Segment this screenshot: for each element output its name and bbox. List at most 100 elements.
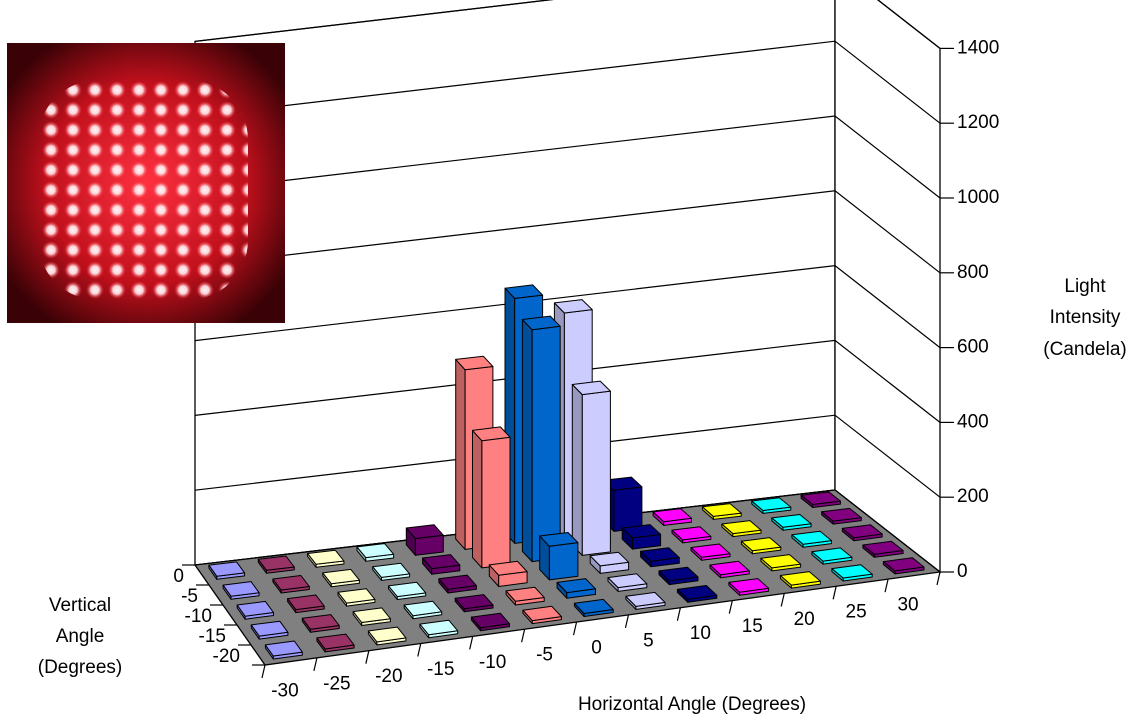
bar	[791, 530, 832, 548]
bar-top	[862, 540, 904, 555]
bar-top	[455, 355, 494, 371]
bar-top	[571, 380, 611, 396]
x-tick	[780, 593, 785, 607]
bar-side	[521, 319, 533, 563]
z-axis-title: Light	[1064, 276, 1106, 297]
bar-top	[760, 554, 802, 569]
bar	[831, 564, 873, 582]
grid-line	[194, 40, 941, 124]
bar-top	[272, 575, 310, 591]
bar-top	[236, 600, 274, 617]
bar-top	[488, 560, 528, 576]
z-tick-label: 400	[957, 411, 989, 432]
z-tick-label: 800	[957, 262, 989, 283]
bar	[322, 568, 360, 588]
bar	[862, 540, 904, 558]
bar-top	[522, 605, 562, 622]
x-tick	[624, 614, 630, 629]
bar	[589, 551, 630, 574]
bar	[419, 619, 459, 639]
bar	[882, 557, 925, 575]
bar	[521, 315, 561, 563]
bar-top	[372, 562, 411, 578]
grid-line	[194, 414, 941, 498]
bar-top	[250, 620, 289, 637]
bar-front	[581, 390, 611, 556]
bar	[488, 560, 528, 587]
z-tick-label: 200	[957, 486, 989, 507]
bar-top	[652, 508, 692, 523]
bar-top	[352, 607, 391, 623]
bar	[728, 578, 770, 596]
x-tick	[261, 664, 266, 679]
bar	[760, 554, 802, 572]
bar	[701, 503, 742, 520]
bar-side	[571, 384, 583, 556]
z-tick-label: 0	[957, 561, 968, 582]
x-tick	[313, 657, 318, 671]
x-tick	[469, 636, 474, 650]
inset-photo	[7, 43, 285, 323]
bar	[287, 594, 325, 614]
bar	[573, 598, 614, 617]
bar	[771, 514, 812, 531]
y-axis-title: Angle	[56, 626, 105, 647]
bar-top	[264, 640, 303, 657]
bar	[264, 640, 303, 660]
bar-top	[740, 537, 782, 552]
bar-top	[419, 619, 459, 636]
bar-top	[422, 554, 461, 570]
bar-top	[388, 581, 427, 598]
z-tick-label: 600	[957, 337, 989, 358]
bar-top	[257, 555, 295, 571]
x-tick	[417, 643, 422, 657]
bar-top	[556, 578, 596, 594]
x-tick-label: 30	[897, 595, 918, 616]
bar	[470, 612, 510, 632]
bar	[405, 524, 444, 556]
bar	[821, 507, 862, 525]
x-tick	[676, 607, 681, 621]
bar-top	[676, 585, 718, 600]
z-tick-label: 1400	[957, 37, 999, 58]
bar-front	[531, 325, 561, 563]
bar	[556, 578, 596, 599]
x-tick	[728, 600, 733, 614]
x-tick-label: 0	[591, 638, 602, 659]
bar	[740, 537, 782, 555]
bar-top	[621, 524, 662, 539]
bar	[367, 626, 407, 646]
x-tick-label: 20	[794, 609, 815, 630]
bar-top	[367, 626, 407, 643]
bar-top	[539, 532, 579, 547]
bar-top	[301, 614, 340, 630]
bar	[621, 524, 662, 550]
bar	[652, 508, 692, 526]
side-wall	[834, 0, 941, 574]
bar	[250, 620, 289, 640]
bar-top	[553, 299, 593, 314]
y-axis-title: Vertical	[49, 595, 111, 616]
bar-front	[613, 486, 643, 532]
x-tick-label: -25	[323, 673, 350, 694]
bar-top	[640, 547, 680, 562]
bar	[505, 586, 545, 606]
bar-top	[690, 543, 731, 558]
bar-top	[589, 551, 630, 567]
bar	[352, 607, 391, 626]
bar-top	[521, 315, 561, 331]
bar	[403, 600, 443, 620]
y-axis-title: (Degrees)	[38, 657, 122, 678]
bar-top	[841, 524, 883, 539]
bar	[841, 524, 883, 542]
bar-top	[356, 543, 395, 559]
x-tick-label: 10	[690, 623, 711, 644]
bar-top	[504, 284, 544, 299]
bar-front	[548, 542, 579, 581]
bar	[721, 520, 762, 538]
y-tick-label: 0	[173, 566, 184, 587]
bar	[454, 594, 494, 613]
bar-top	[701, 503, 742, 517]
